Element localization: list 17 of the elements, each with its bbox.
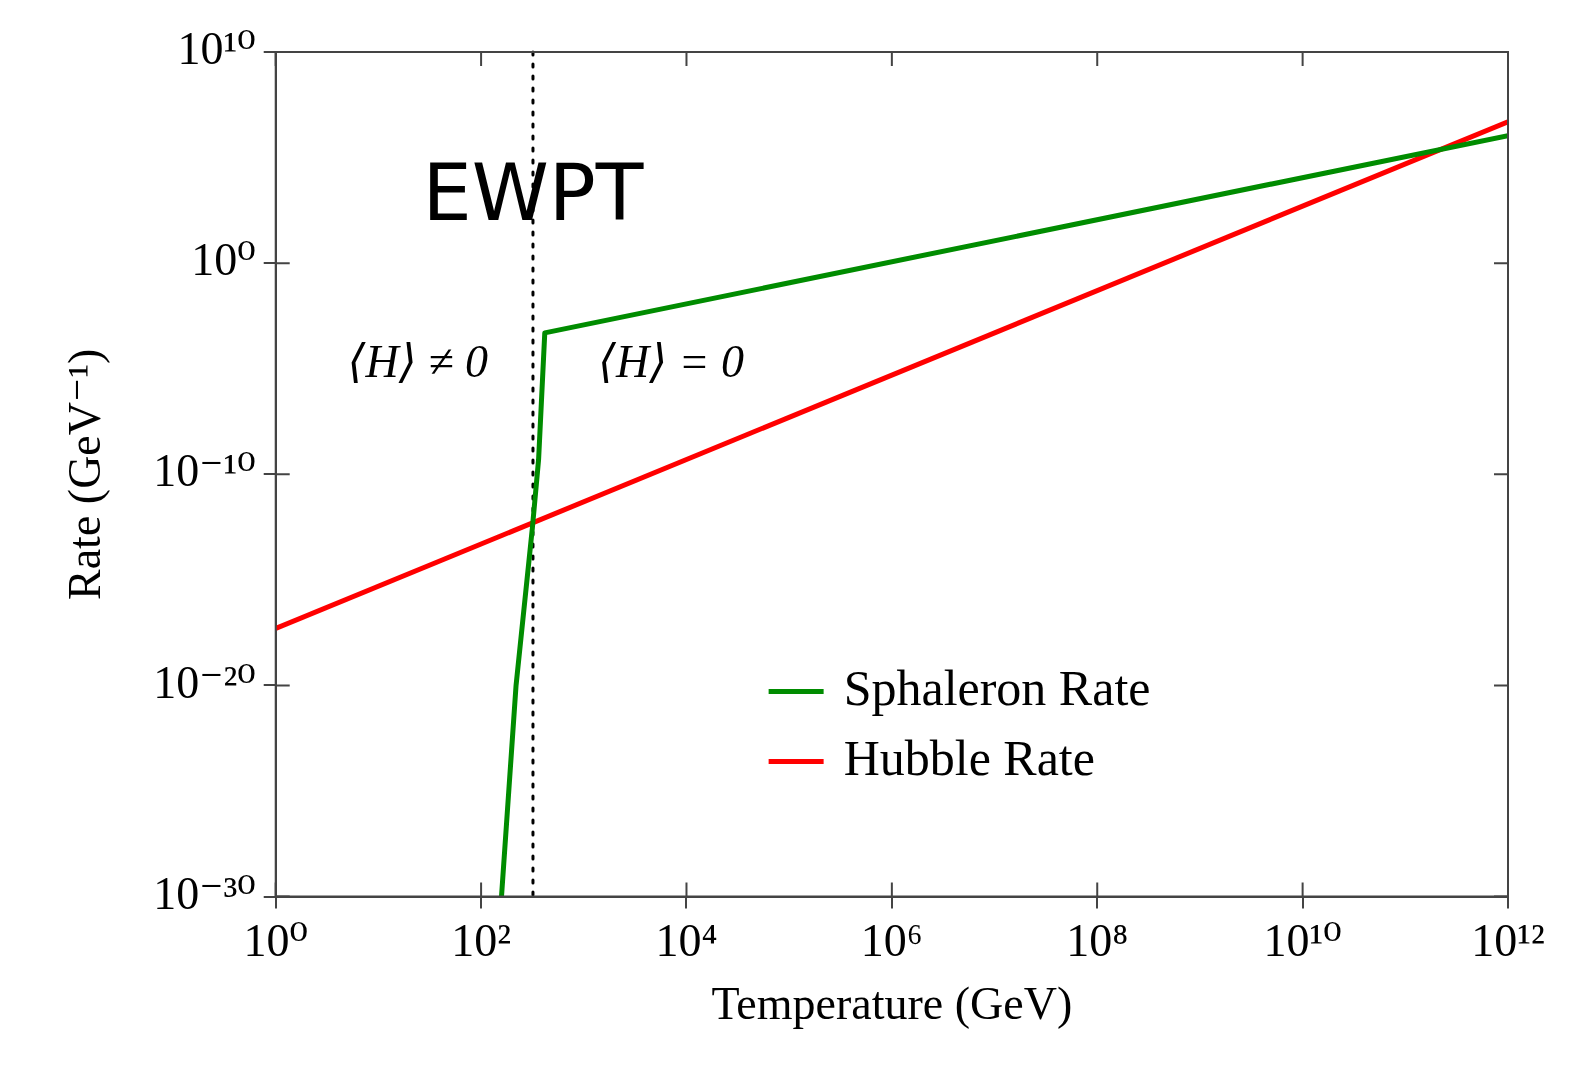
y-tick-label: 10⁻²⁰: [153, 656, 256, 708]
legend-label: Sphaleron Rate: [843, 659, 1151, 716]
x-tick-label: 10⁴: [655, 915, 718, 967]
y-tick-label: 10⁻¹⁰: [153, 445, 256, 497]
x-tick-label: 10⁶: [860, 915, 923, 967]
y-tick-label: 10¹⁰: [177, 23, 256, 75]
y-tick-label: 10⁰: [191, 234, 256, 286]
legend-label: Hubble Rate: [843, 729, 1095, 786]
annotation: ⟨H⟩ = 0: [597, 335, 745, 387]
y-axis-title: Rate (GeV⁻¹): [58, 348, 110, 600]
x-tick-label: 10¹²: [1471, 915, 1545, 967]
x-tick-label: 10⁸: [1066, 915, 1129, 967]
x-tick-label: 10²: [451, 915, 511, 967]
x-tick-label: 10¹⁰: [1263, 915, 1342, 967]
annotation: EWPT: [422, 148, 644, 239]
annotation: ⟨H⟩ ≠ 0: [347, 335, 488, 387]
x-axis-title: Temperature (GeV): [711, 978, 1073, 1030]
